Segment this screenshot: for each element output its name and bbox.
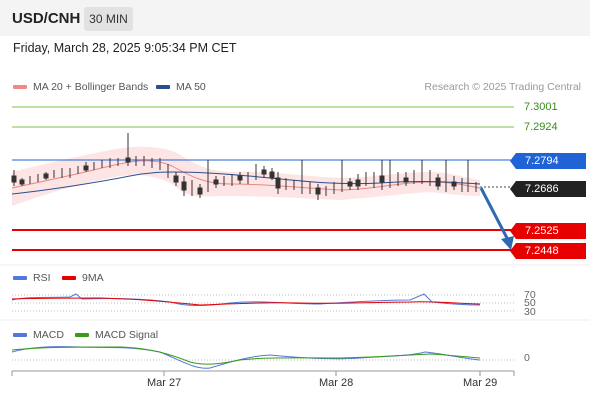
legend-ma20: MA 20 + Bollinger Bands: [13, 81, 148, 93]
legend-rsi: RSI: [13, 272, 51, 284]
macd-tick-0: 0: [524, 352, 530, 364]
timestamp: Friday, March 28, 2025 9:05:34 PM CET: [13, 41, 237, 55]
symbol-title: USD/CNH: [12, 10, 81, 27]
legend-macd-label: MACD: [33, 329, 64, 341]
credit-text: Research © 2025 Trading Central: [424, 81, 581, 93]
rsi-line: [11, 293, 481, 306]
rsi-ma-swatch: [62, 276, 76, 280]
legend-ma50-label: MA 50: [176, 81, 206, 93]
ma20-swatch: [13, 85, 27, 89]
macd-signal-line: [11, 346, 481, 365]
x-label-mar29: Mar 29: [463, 377, 498, 389]
legend-macd: MACD: [13, 329, 64, 341]
legend-rsi-ma-label: 9MA: [82, 272, 104, 284]
level-r1: 7.2924: [524, 121, 558, 133]
legend-macd-signal: MACD Signal: [75, 329, 158, 341]
timeframe-badge[interactable]: 30 MIN: [84, 7, 133, 31]
rsi-tick-50: 50: [524, 297, 536, 309]
legend-ma20-label: MA 20 + Bollinger Bands: [33, 81, 149, 93]
rsi-swatch: [13, 276, 27, 280]
chart-header: USD/CNH 30 MIN: [0, 0, 590, 36]
legend-rsi-label: RSI: [33, 272, 51, 284]
ma20-line: [11, 160, 481, 191]
macd-signal-swatch: [75, 333, 89, 337]
ma50-swatch: [156, 85, 170, 89]
level-r2: 7.3001: [524, 101, 558, 113]
rsi-tick-30: 30: [524, 306, 536, 318]
bollinger-band: [12, 146, 480, 206]
forecast-arrow: [479, 187, 514, 250]
macd-swatch: [13, 333, 27, 337]
price-candles: [11, 133, 477, 200]
rsi-ma-line: [11, 297, 481, 306]
level-pivot: 7.2794: [510, 153, 586, 169]
x-label-mar28: Mar 28: [319, 377, 354, 389]
legend-macd-signal-label: MACD Signal: [95, 329, 159, 341]
level-s1: 7.2525: [510, 223, 586, 239]
legend-ma50: MA 50: [156, 81, 206, 93]
x-label-mar27: Mar 27: [147, 377, 182, 389]
macd-line: [11, 346, 481, 369]
level-s2: 7.2448: [510, 243, 586, 259]
level-last: 7.2686: [510, 181, 586, 197]
legend-rsi-ma: 9MA: [62, 272, 104, 284]
rsi-tick-70: 70: [524, 289, 536, 301]
